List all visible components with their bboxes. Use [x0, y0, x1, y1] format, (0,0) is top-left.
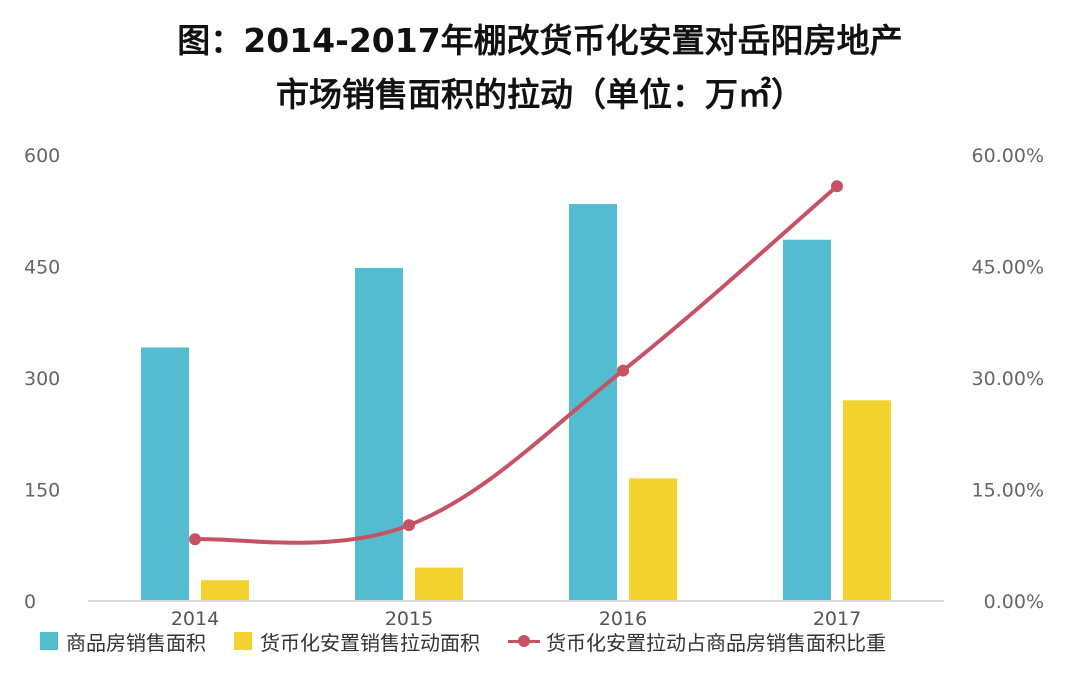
bar-monetized-area	[201, 580, 249, 601]
point-share	[617, 364, 629, 377]
legend-swatch-sales-area	[40, 632, 58, 650]
y-left-tick-label: 0	[24, 591, 36, 613]
chart-subtitle: 市场销售面积的拉动（单位：万㎡）	[276, 75, 804, 114]
x-tick-label: 2016	[599, 608, 647, 630]
point-share	[403, 519, 415, 532]
chart-title: 图：2014-2017年棚改货币化安置对岳阳房地产	[177, 21, 903, 60]
y-left-tick-label: 450	[24, 257, 60, 279]
legend-label-sales-area: 商品房销售面积	[66, 630, 206, 655]
bar-monetized-area	[629, 478, 677, 601]
y-left-tick-label: 150	[24, 480, 60, 502]
legend-item-sales-area: 商品房销售面积	[40, 627, 206, 656]
bar-sales-area	[141, 347, 189, 601]
bar-sales-area	[355, 267, 403, 601]
x-tick-label: 2014	[171, 608, 219, 630]
line-share	[193, 184, 839, 545]
chart-legend: 商品房销售面积 货币化安置销售拉动面积 货币化安置拉动占商品房销售面积比重	[40, 626, 914, 656]
legend-swatch-share	[508, 632, 540, 650]
legend-label-monetized-area: 货币化安置销售拉动面积	[260, 630, 480, 655]
bar-monetized-area	[843, 400, 891, 601]
y-right-tick-label: 60.00%	[972, 145, 1044, 167]
y-right-tick-label: 30.00%	[972, 368, 1044, 390]
bar-sales-area	[569, 204, 617, 601]
y-left-tick-label: 600	[24, 145, 60, 167]
legend-swatch-monetized-area	[234, 632, 252, 650]
y-right-tick-label: 0.00%	[984, 591, 1044, 613]
x-tick-label: 2017	[813, 608, 861, 630]
chart-title-block: 图：2014-2017年棚改货币化安置对岳阳房地产 市场销售面积的拉动（单位：万…	[0, 14, 1080, 122]
x-tick-label: 2015	[385, 608, 433, 630]
bar-sales-area	[783, 239, 831, 602]
y-right-tick-label: 45.00%	[972, 257, 1044, 279]
legend-label-share: 货币化安置拉动占商品房销售面积比重	[546, 630, 886, 655]
bar-monetized-area	[415, 567, 463, 601]
legend-item-share: 货币化安置拉动占商品房销售面积比重	[508, 627, 886, 656]
point-share	[831, 180, 843, 193]
legend-item-monetized-area: 货币化安置销售拉动面积	[234, 627, 480, 656]
y-right-tick-label: 15.00%	[972, 480, 1044, 502]
y-left-tick-label: 300	[24, 368, 60, 390]
point-share	[189, 533, 201, 546]
